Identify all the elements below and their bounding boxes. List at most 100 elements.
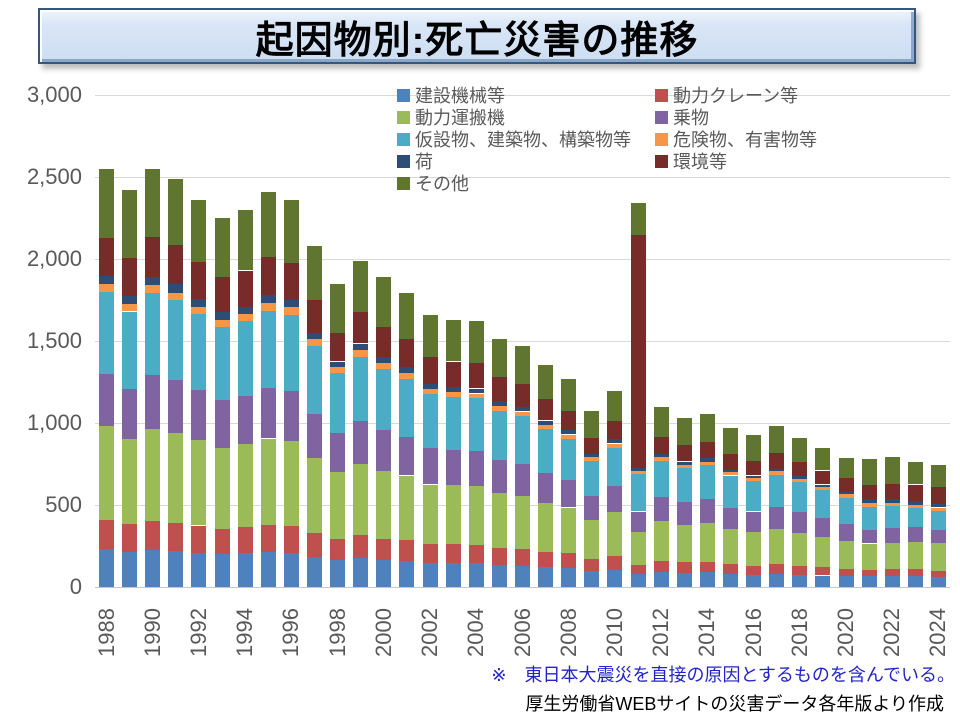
bar-2016-segment [746, 511, 761, 533]
bar-2003-segment [445, 485, 461, 545]
bar-2023-segment [907, 462, 923, 485]
bar-2012-segment [653, 457, 669, 461]
bar-1992-segment [191, 552, 207, 587]
bar-1997-segment [307, 332, 322, 340]
legend-swatch-icon [655, 132, 668, 146]
bar-1994-segment [237, 527, 253, 554]
bar-2016-segment [746, 532, 761, 566]
bar-2012-segment [653, 460, 669, 497]
bar-2015-segment [722, 528, 738, 565]
bar-2017-segment [769, 506, 785, 529]
y-axis-label: 1,000 [26, 410, 82, 435]
bar-2005-segment [491, 377, 507, 401]
bar-2004-segment [468, 393, 484, 399]
bar-1992-segment [191, 200, 207, 263]
bar-2017-segment [769, 474, 785, 507]
bar-1992-segment [191, 306, 207, 314]
legend-swatch-icon [397, 110, 410, 124]
bar-2005-segment [491, 459, 507, 493]
x-axis-label: 2014 [694, 608, 720, 657]
bar-1996-segment [283, 391, 299, 441]
bar-1991-segment [168, 550, 184, 587]
bar-2016-segment [746, 434, 761, 461]
bar-2004-segment [468, 486, 484, 546]
legend-label: 荷 [415, 152, 433, 172]
bar-2023-segment [907, 507, 923, 528]
bar-1988-segment [99, 291, 114, 374]
bar-2011-segment [630, 511, 646, 533]
bar-1998-segment [330, 472, 346, 539]
bar-2000-segment [376, 327, 392, 357]
bar-2003-segment [445, 450, 461, 486]
bar-2023-segment [907, 569, 923, 577]
bar-1997-segment [307, 414, 322, 459]
bar-1994-segment [237, 395, 253, 445]
bar-1996-segment [283, 441, 299, 526]
bar-2019-segment [815, 490, 831, 519]
bar-2009-segment [584, 519, 600, 560]
bar-2008-segment [561, 553, 577, 569]
bar-2007-segment [538, 364, 554, 400]
bar-2012-segment [653, 436, 669, 455]
bar-1999-segment [353, 260, 369, 313]
bar-1999-segment [353, 558, 369, 587]
bar-2016-segment [746, 460, 761, 476]
legend-item: 動力運搬機 [397, 104, 655, 130]
bar-2005-segment [491, 400, 507, 406]
bar-1989-segment [122, 295, 138, 305]
bar-2001-segment [399, 373, 415, 379]
bar-2007-segment [538, 428, 554, 473]
bar-1997-segment [307, 458, 322, 533]
bar-2008-segment [561, 479, 577, 508]
bar-2020-segment [838, 523, 854, 542]
bar-2021-segment [861, 506, 877, 530]
bar-2002-segment [422, 544, 438, 564]
bar-2005-segment [491, 338, 507, 377]
bar-2013-segment [676, 418, 692, 446]
bar-1997-segment [307, 532, 322, 557]
bar-2011-segment [630, 532, 646, 565]
bar-1992-segment [191, 262, 207, 300]
legend-label: 動力運搬機 [415, 108, 505, 128]
bar-1991-segment [168, 178, 184, 245]
bar-2000-segment [376, 430, 392, 471]
bar-2009-segment [584, 437, 600, 455]
bar-1995-segment [260, 257, 276, 296]
bar-1989-segment [122, 523, 138, 552]
bar-2019-segment [815, 518, 831, 537]
gridline-1500 [95, 340, 950, 342]
bar-2016-segment [746, 481, 761, 512]
bar-2013-segment [676, 524, 692, 563]
bar-2019-segment [815, 470, 831, 485]
gridline-3000 [95, 94, 950, 96]
bar-2019-segment [815, 567, 831, 576]
bar-2014-segment [699, 458, 715, 462]
bar-2012-segment [653, 496, 669, 521]
bar-1997-segment [307, 556, 322, 587]
bar-2014-segment [699, 441, 715, 459]
bar-1988-segment [99, 237, 114, 277]
legend-label: 危険物、有害物等 [673, 130, 817, 150]
bar-1988-segment [99, 373, 114, 427]
x-axis-label: 1988 [93, 608, 119, 657]
bar-1990-segment [145, 550, 161, 587]
bar-1989-segment [122, 389, 138, 439]
bar-2000-segment [376, 470, 392, 539]
bar-1988-segment [99, 168, 114, 238]
bar-1995-segment [260, 387, 276, 439]
bar-2015-segment [722, 573, 738, 587]
bar-2005-segment [491, 405, 507, 411]
bar-1993-segment [214, 218, 230, 277]
bar-1990-segment [145, 293, 161, 376]
bar-2014-segment [699, 572, 715, 587]
bar-1999-segment [353, 356, 369, 422]
x-axis-label: 2006 [509, 608, 535, 657]
bar-2007-segment [538, 502, 554, 552]
bar-2001-segment [399, 339, 415, 368]
bar-2019-segment [815, 448, 831, 471]
x-axis-label: 1992 [186, 608, 211, 657]
bar-2002-segment [422, 383, 438, 390]
legend-swatch-icon [397, 132, 410, 146]
bar-2003-segment [445, 396, 461, 451]
bar-2023-segment [907, 484, 923, 501]
